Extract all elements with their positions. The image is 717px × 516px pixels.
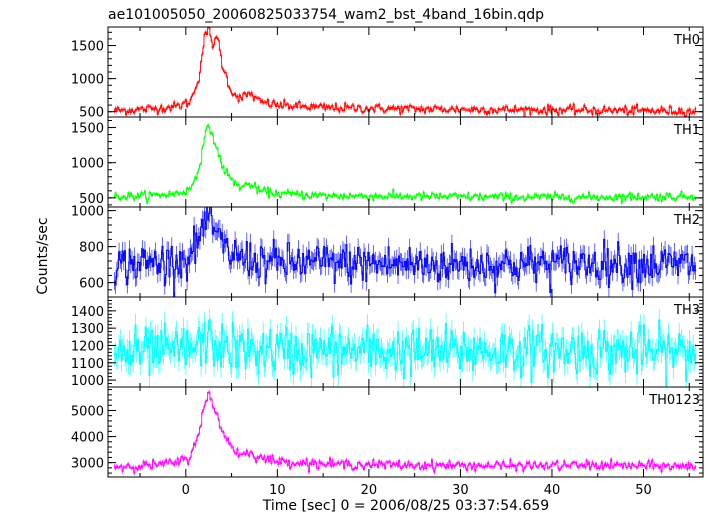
curve-th2 (113, 207, 697, 297)
y-tick-label: 1000 (71, 374, 104, 389)
band-label-th3: TH3 (673, 303, 700, 318)
y-tick-label: 1500 (71, 122, 104, 137)
x-tick-label: 50 (635, 483, 652, 498)
panel-th1: 500 1000 1500 TH1 (71, 116, 704, 208)
y-tick-label: 500 (79, 106, 104, 121)
panel-frame-th0123 (107, 386, 704, 478)
y-tick-label: 600 (79, 277, 104, 292)
x-tick-label: 10 (269, 483, 286, 498)
chart-title: ae101005050_20060825033754_wam2_bst_4ban… (108, 7, 544, 23)
y-tick-label: 1000 (71, 73, 104, 88)
y-tick-label: 1000 (71, 157, 104, 172)
curve-th0 (113, 27, 697, 117)
x-axis-title: Time [sec] 0 = 2006/08/25 03:37:54.659 (262, 498, 549, 514)
y-tick-label: 1300 (71, 322, 104, 337)
band-label-th0123: TH0123 (648, 393, 700, 408)
curve-th0123 (113, 391, 697, 474)
panel-th3: 1000 1100 1200 1300 1400 TH3 (71, 296, 704, 389)
y-tick-label: 500 (79, 192, 104, 207)
error-bars-th0123 (114, 390, 696, 476)
y-tick-label: 3000 (71, 457, 104, 472)
x-tick-label: 0 (182, 483, 190, 498)
series-th0123 (113, 390, 697, 476)
x-tick-label: 20 (361, 483, 378, 498)
error-bars-th1 (114, 123, 696, 205)
panel-frame-th1 (107, 116, 704, 208)
y-axis-title: Counts/sec (35, 217, 51, 294)
y-tick-label: 1500 (71, 40, 104, 55)
x-tick-label: 30 (452, 483, 469, 498)
curve-th3 (113, 319, 697, 387)
error-bars-th0 (114, 27, 696, 117)
curve-th1 (113, 124, 697, 204)
series-th2 (113, 207, 697, 297)
y-tick-label: 1400 (71, 305, 104, 320)
panel-frame-th0 (107, 26, 704, 118)
band-label-th1: TH1 (673, 123, 700, 138)
x-tick-label: 40 (544, 483, 561, 498)
y-tick-label: 1100 (71, 357, 104, 372)
y-tick-label: 800 (79, 241, 104, 256)
y-tick-label: 1000 (71, 205, 104, 220)
band-label-th0: TH0 (673, 33, 700, 48)
series-th0 (113, 27, 697, 117)
band-label-th2: TH2 (673, 213, 700, 228)
y-tick-label: 5000 (71, 404, 104, 419)
series-th1 (113, 123, 697, 205)
y-tick-label: 1200 (71, 339, 104, 354)
panel-th0: 500 1000 1500 TH0 (71, 26, 704, 121)
series-th3 (113, 308, 697, 387)
panel-th0123: 3000 4000 5000 TH0123 (71, 386, 704, 478)
panel-th2: 600 800 1000 TH2 (71, 205, 704, 298)
y-tick-label: 4000 (71, 431, 104, 446)
